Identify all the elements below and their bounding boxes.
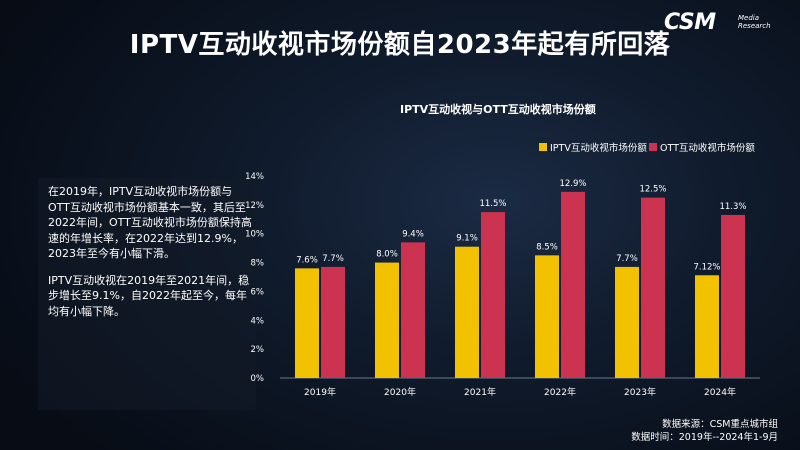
y-tick-label: 6%: [251, 287, 265, 297]
footer: 数据来源：CSM重点城市组 数据时间：2019年--2024年1-9月: [631, 418, 778, 444]
iptv-bar: [535, 255, 559, 378]
legend-label-iptv: IPTV互动收视市场份额: [550, 143, 647, 154]
ott-bar: [321, 266, 345, 378]
chart-title: IPTV互动收视与OTT互动收视市场份额: [400, 103, 596, 116]
y-tick-label: 0%: [251, 374, 265, 384]
summary-paragraph-2: IPTV互动收视在2019年至2021年间，稳步增长至9.1%，自2022年起至…: [48, 273, 250, 318]
ott-bar: [641, 197, 665, 378]
logo-main-text: CSM: [664, 10, 716, 35]
legend-label-ott: OTT互动收视市场份额: [660, 143, 755, 154]
ott-data-label: 7.7%: [322, 254, 344, 264]
y-tick-label: 8%: [251, 259, 265, 269]
logo-sub-line1: Media: [738, 14, 760, 22]
iptv-data-label: 9.1%: [456, 234, 478, 244]
y-tick-label: 10%: [245, 230, 264, 240]
x-tick-label: 2024年: [704, 386, 736, 398]
data-period-note: 数据时间：2019年--2024年1-9月: [631, 432, 778, 443]
iptv-data-label: 7.7%: [616, 254, 638, 264]
iptv-data-label: 7.6%: [296, 255, 318, 265]
y-tick-label: 14%: [245, 172, 264, 182]
iptv-bar: [695, 275, 719, 378]
ott-bar: [721, 214, 745, 378]
ott-data-label: 9.4%: [402, 229, 424, 239]
x-tick-label: 2022年: [544, 386, 576, 398]
y-tick-label: 4%: [251, 316, 265, 326]
csm-logo: CSM Media Research: [664, 8, 776, 42]
ott-data-label: 12.5%: [639, 185, 666, 195]
x-tick-label: 2020年: [384, 386, 416, 398]
x-tick-label: 2023年: [624, 386, 656, 398]
ott-data-label: 12.9%: [559, 179, 586, 189]
summary-panel: [38, 178, 256, 410]
ott-bar: [561, 191, 585, 378]
x-tick-label: 2021年: [464, 386, 496, 398]
ott-data-label: 11.5%: [479, 199, 506, 209]
iptv-data-label: 8.0%: [376, 250, 398, 260]
data-source-note: 数据来源：CSM重点城市组: [662, 419, 778, 430]
iptv-bar: [615, 266, 639, 378]
summary-text: 在2019年，IPTV互动收视市场份额与OTT互动收视市场份额基本一致，其后至2…: [48, 184, 253, 330]
y-tick-label: 12%: [245, 201, 264, 211]
page-title: IPTV互动收视市场份额自2023年起有所回落: [129, 30, 671, 60]
legend-swatch-iptv: [539, 143, 547, 151]
iptv-bar: [295, 268, 319, 378]
x-tick-label: 2019年: [304, 386, 336, 398]
logo-sub-line2: Research: [738, 22, 771, 30]
ott-bar: [401, 242, 425, 378]
iptv-data-label: 7.12%: [693, 262, 720, 272]
ott-data-label: 11.3%: [719, 202, 746, 212]
summary-paragraph-1: 在2019年，IPTV互动收视市场份额与OTT互动收视市场份额基本一致，其后至2…: [48, 185, 252, 260]
y-tick-label: 2%: [251, 345, 265, 355]
iptv-data-label: 8.5%: [536, 242, 558, 252]
iptv-bar: [375, 262, 399, 378]
legend-swatch-ott: [649, 143, 657, 151]
iptv-bar: [455, 246, 479, 378]
logo-sub-text: Media Research: [738, 14, 771, 30]
ott-bar: [481, 212, 505, 378]
